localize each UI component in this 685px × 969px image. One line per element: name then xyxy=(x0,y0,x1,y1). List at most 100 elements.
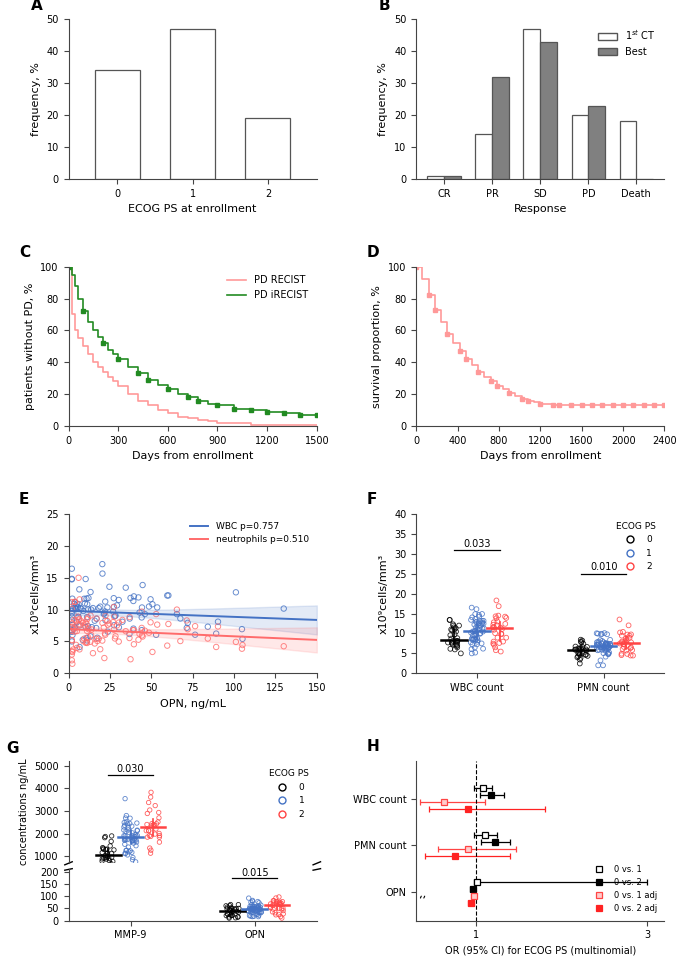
Point xyxy=(140,823,151,838)
Point xyxy=(119,846,130,861)
Point xyxy=(202,631,213,646)
Point xyxy=(88,645,99,661)
Point xyxy=(71,637,82,652)
Point xyxy=(73,605,84,620)
Point xyxy=(474,609,485,624)
X-axis label: Days from enrollment: Days from enrollment xyxy=(479,452,601,461)
Point xyxy=(471,614,482,630)
Point xyxy=(574,642,585,658)
Point xyxy=(501,630,512,645)
Point xyxy=(276,901,287,917)
Point xyxy=(127,833,138,849)
Point xyxy=(603,640,614,655)
Point xyxy=(578,636,589,651)
Point xyxy=(496,626,507,641)
Point xyxy=(466,625,477,641)
Point xyxy=(144,828,155,843)
Point xyxy=(121,831,132,847)
Point xyxy=(275,909,286,924)
Point xyxy=(234,900,245,916)
Point xyxy=(126,845,137,860)
Point xyxy=(153,810,164,826)
Point xyxy=(277,900,288,916)
Point xyxy=(112,617,123,633)
Point xyxy=(247,900,258,916)
Text: C: C xyxy=(18,245,30,260)
Point xyxy=(136,604,147,619)
Point xyxy=(140,607,151,622)
Point xyxy=(81,630,92,645)
Point xyxy=(246,901,257,917)
Point xyxy=(105,856,116,871)
Point xyxy=(256,904,267,920)
Point xyxy=(472,633,483,648)
Point xyxy=(221,908,232,923)
Point xyxy=(68,596,79,611)
Point xyxy=(491,610,502,626)
Point xyxy=(475,618,486,634)
Point xyxy=(624,628,635,643)
Point xyxy=(445,628,456,643)
Point xyxy=(128,593,139,609)
Point xyxy=(477,621,488,637)
Point xyxy=(71,623,82,639)
Point xyxy=(616,647,627,663)
Point xyxy=(132,823,142,838)
Point xyxy=(621,642,632,658)
Text: 0.033: 0.033 xyxy=(463,539,490,548)
X-axis label: Days from enrollment: Days from enrollment xyxy=(132,452,253,461)
Point xyxy=(475,625,486,641)
Point xyxy=(117,612,128,628)
Point xyxy=(81,591,92,607)
Point xyxy=(446,631,457,646)
Point xyxy=(451,624,462,640)
Point xyxy=(625,627,636,642)
Legend: 1$^{st}$ CT, Best: 1$^{st}$ CT, Best xyxy=(594,24,660,61)
Point xyxy=(268,892,279,908)
Point xyxy=(472,622,483,638)
Point xyxy=(67,615,78,631)
Point xyxy=(134,626,145,641)
Point xyxy=(77,615,88,631)
Point xyxy=(104,853,115,868)
Point xyxy=(601,636,612,651)
Point xyxy=(222,899,233,915)
Point xyxy=(488,617,499,633)
Point xyxy=(278,639,289,654)
Point xyxy=(175,634,186,649)
Point xyxy=(471,637,482,652)
Point xyxy=(124,630,135,645)
Point xyxy=(449,619,460,635)
Point xyxy=(233,897,244,913)
Point xyxy=(152,617,163,633)
Point xyxy=(97,851,108,866)
Point xyxy=(593,658,603,673)
Point xyxy=(271,893,282,909)
Point xyxy=(622,646,633,662)
Point xyxy=(252,902,263,918)
Point xyxy=(212,614,223,630)
Point xyxy=(477,607,488,622)
Point xyxy=(570,639,581,654)
Point xyxy=(76,601,87,616)
Point xyxy=(453,618,464,634)
Point xyxy=(66,623,77,639)
Point xyxy=(101,846,112,861)
Point xyxy=(136,620,147,636)
Point xyxy=(449,622,460,638)
Point xyxy=(129,832,140,848)
Point xyxy=(127,828,138,844)
Point xyxy=(602,646,613,662)
Point xyxy=(153,826,164,841)
Text: H: H xyxy=(366,739,379,755)
Point xyxy=(488,637,499,652)
Text: A: A xyxy=(32,0,43,13)
Text: E: E xyxy=(18,492,29,507)
Point xyxy=(110,608,121,623)
Point xyxy=(86,619,97,635)
Point xyxy=(617,641,628,657)
Point xyxy=(71,596,82,611)
Point xyxy=(256,897,266,913)
Point xyxy=(66,572,77,587)
Point xyxy=(153,814,164,829)
